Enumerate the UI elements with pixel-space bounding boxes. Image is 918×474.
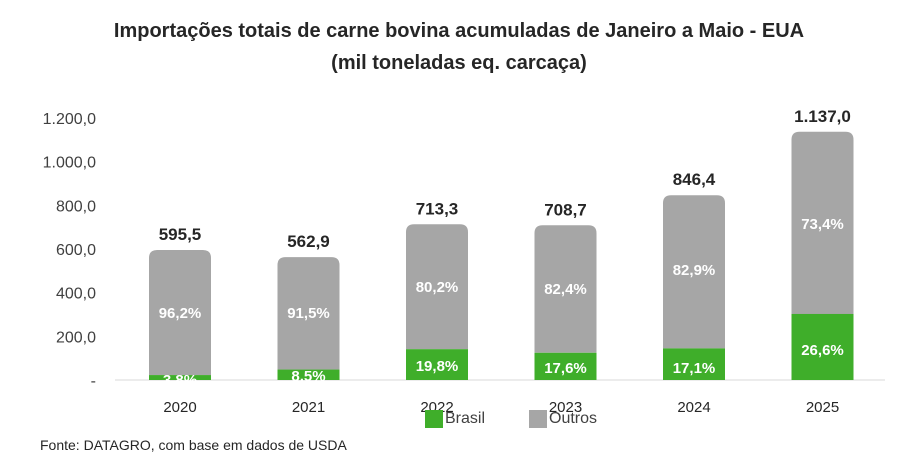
outros-share-label-2023: 82,4% xyxy=(544,281,587,298)
bar-outros-2020 xyxy=(149,249,211,376)
x-tick-label-2021: 2021 xyxy=(292,399,325,416)
legend-label-outros: Outros xyxy=(549,410,598,427)
chart-subtitle: (mil toneladas eq. carcaça) xyxy=(331,52,587,74)
legend-item-outros: Outros xyxy=(529,410,597,428)
bar-brasil-2021 xyxy=(277,369,340,380)
legend-swatch-brasil xyxy=(425,410,443,428)
outros-share-label-2022: 80,2% xyxy=(416,279,459,296)
bar-brasil-2020 xyxy=(149,375,211,380)
y-tick-label: 1.000,0 xyxy=(43,155,96,172)
outros-share-label-2021: 91,5% xyxy=(287,305,330,322)
outros-share-label-2025: 73,4% xyxy=(801,216,844,233)
total-label-2024: 846,4 xyxy=(673,170,716,189)
y-tick-label: 200,0 xyxy=(56,329,96,346)
y-tick-label: 600,0 xyxy=(56,242,96,259)
legend-swatch-outros xyxy=(529,410,548,428)
legend-label-brasil: Brasil xyxy=(445,410,486,427)
y-tick-label: - xyxy=(91,373,96,390)
bar-outros-2025 xyxy=(791,131,854,314)
bar-outros-2024 xyxy=(663,195,725,349)
y-tick-label: 1.200,0 xyxy=(43,111,96,128)
total-label-2023: 708,7 xyxy=(544,200,587,219)
legend-item-brasil: Brasil xyxy=(425,410,485,428)
x-tick-label-2020: 2020 xyxy=(163,399,196,416)
outros-share-label-2024: 82,9% xyxy=(673,262,716,279)
baseline-mask xyxy=(140,381,220,389)
x-tick-label-2023: 2023 xyxy=(549,399,582,416)
bar-outros-2022 xyxy=(406,224,468,350)
bar-brasil-2022 xyxy=(406,349,468,380)
total-label-2020: 595,5 xyxy=(159,225,202,244)
brasil-share-label-2024: 17,1% xyxy=(673,360,716,377)
total-label-2022: 713,3 xyxy=(416,199,459,218)
legend: Brasil Outros xyxy=(425,410,641,428)
bar-outros-2021 xyxy=(277,257,340,370)
bar-brasil-2023 xyxy=(534,352,597,380)
bar-outros-2023 xyxy=(534,225,597,353)
brasil-share-label-2023: 17,6% xyxy=(544,360,587,377)
total-label-2025: 1.137,0 xyxy=(794,107,851,126)
x-tick-label-2024: 2024 xyxy=(677,399,710,416)
bar-brasil-2024 xyxy=(663,348,725,380)
y-tick-label: 400,0 xyxy=(56,286,96,303)
brasil-share-label-2025: 26,6% xyxy=(801,342,844,359)
y-tick-label: 800,0 xyxy=(56,198,96,215)
outros-share-label-2020: 96,2% xyxy=(159,305,202,322)
brasil-share-label-2021: 8,5% xyxy=(291,368,325,385)
brasil-share-label-2022: 19,8% xyxy=(416,358,459,375)
bar-brasil-2025 xyxy=(791,313,854,380)
x-tick-label-2025: 2025 xyxy=(806,399,839,416)
total-label-2021: 562,9 xyxy=(287,232,330,251)
source-note: Fonte: DATAGRO, com base em dados de USD… xyxy=(40,437,347,453)
chart-title: Importações totais de carne bovina acumu… xyxy=(113,20,805,42)
